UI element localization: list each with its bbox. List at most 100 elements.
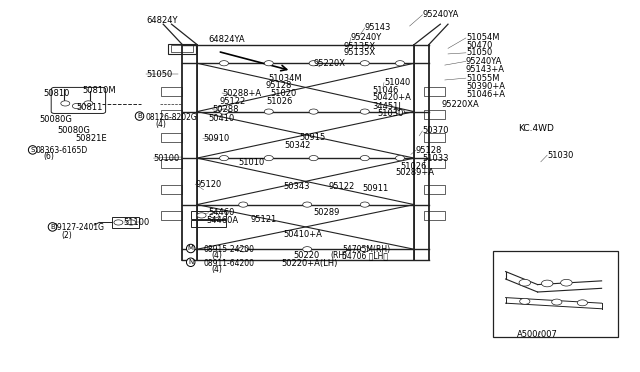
Text: 95122: 95122 [220, 97, 246, 106]
Bar [161, 211, 182, 220]
Text: 95220X: 95220X [314, 59, 346, 68]
Text: 51100: 51100 [124, 218, 150, 227]
Circle shape [360, 247, 369, 252]
Circle shape [519, 279, 531, 286]
Text: 54706 〈LH〉: 54706 〈LH〉 [342, 251, 388, 260]
Circle shape [84, 101, 93, 106]
Text: B: B [137, 113, 142, 119]
Text: 51030: 51030 [378, 109, 404, 118]
Circle shape [396, 109, 404, 114]
Text: S: S [31, 147, 35, 153]
Circle shape [220, 109, 228, 114]
Text: 51054M: 51054M [466, 33, 499, 42]
Circle shape [197, 213, 206, 218]
Text: 54705M(RH): 54705M(RH) [342, 245, 390, 254]
Text: 95240Y: 95240Y [351, 33, 382, 42]
Circle shape [264, 155, 273, 161]
Text: 95135X: 95135X [343, 42, 375, 51]
Bar [424, 159, 445, 168]
Text: 50911: 50911 [362, 185, 388, 193]
Text: 95240YA: 95240YA [422, 10, 459, 19]
Circle shape [264, 109, 273, 114]
Circle shape [360, 61, 369, 66]
Bar [191, 220, 226, 227]
Circle shape [220, 61, 228, 66]
Bar [161, 133, 182, 142]
Text: 50288+A: 50288+A [222, 89, 261, 97]
Text: 50910: 50910 [203, 134, 229, 143]
Text: 08363-6165D: 08363-6165D [35, 146, 88, 155]
Text: 08911-64200: 08911-64200 [204, 259, 255, 267]
Bar [168, 44, 196, 54]
Text: 51010: 51010 [239, 158, 265, 167]
Text: 50100: 50100 [154, 154, 180, 163]
Circle shape [360, 109, 369, 114]
Text: 34451J: 34451J [372, 102, 401, 110]
Text: M: M [188, 246, 194, 251]
Bar [493, 251, 618, 337]
Text: (2): (2) [61, 231, 72, 240]
Text: 51033: 51033 [422, 154, 449, 163]
Circle shape [541, 280, 553, 287]
Text: N: N [188, 259, 193, 265]
Circle shape [72, 103, 81, 109]
Text: 09127-2401G: 09127-2401G [52, 223, 104, 232]
Text: 50810: 50810 [44, 89, 70, 97]
Text: 50342: 50342 [284, 141, 310, 150]
Circle shape [520, 298, 530, 304]
Text: 95120: 95120 [195, 180, 221, 189]
Text: 51020: 51020 [270, 89, 296, 98]
Text: 50370: 50370 [422, 126, 449, 135]
Bar [424, 185, 445, 194]
Bar [424, 211, 445, 220]
Circle shape [127, 220, 136, 225]
Text: (4): (4) [211, 265, 222, 274]
Text: (RH): (RH) [330, 251, 348, 260]
Circle shape [220, 155, 228, 161]
Text: 50410: 50410 [208, 114, 234, 123]
Text: 50390+A: 50390+A [466, 82, 505, 91]
Circle shape [561, 279, 572, 286]
Text: 51055M: 51055M [466, 74, 499, 83]
Text: 64824Y: 64824Y [146, 16, 177, 25]
Text: 51040: 51040 [384, 78, 410, 87]
Text: 50080G: 50080G [58, 126, 90, 135]
Circle shape [239, 202, 248, 207]
Circle shape [114, 220, 123, 225]
Text: 54460A: 54460A [206, 216, 238, 225]
Text: A500ℓ007: A500ℓ007 [517, 330, 558, 339]
Text: 50343: 50343 [284, 182, 310, 190]
Bar [424, 87, 445, 96]
Text: KC.4WD: KC.4WD [518, 124, 554, 133]
Text: 50810M: 50810M [82, 86, 116, 94]
Circle shape [577, 300, 588, 306]
Text: 51046: 51046 [372, 86, 399, 94]
Text: 50289+A: 50289+A [395, 169, 434, 177]
Text: 51030: 51030 [547, 151, 573, 160]
Circle shape [239, 247, 248, 252]
Circle shape [61, 101, 70, 106]
Circle shape [309, 61, 318, 66]
Text: 50821E: 50821E [76, 134, 107, 143]
Text: 64824YA: 64824YA [208, 35, 244, 44]
Circle shape [210, 213, 219, 218]
Text: 95240YA: 95240YA [466, 57, 502, 66]
Text: 95128: 95128 [266, 81, 292, 90]
Text: 50080G: 50080G [40, 115, 72, 124]
Circle shape [264, 61, 273, 66]
Text: 54460: 54460 [209, 208, 235, 217]
Bar [161, 159, 182, 168]
Text: 08915-24200: 08915-24200 [204, 245, 255, 254]
Bar [191, 211, 226, 219]
Circle shape [552, 299, 562, 305]
Text: B: B [50, 224, 55, 230]
Bar [112, 217, 139, 228]
Text: 50288: 50288 [212, 105, 239, 114]
Text: 95128: 95128 [416, 146, 442, 155]
Text: 51046+A: 51046+A [466, 90, 505, 99]
Text: (6): (6) [44, 153, 54, 161]
Text: 50289: 50289 [313, 208, 339, 217]
Text: 95121: 95121 [251, 215, 277, 224]
Text: 50470: 50470 [466, 41, 492, 50]
Text: 51026: 51026 [401, 162, 427, 171]
